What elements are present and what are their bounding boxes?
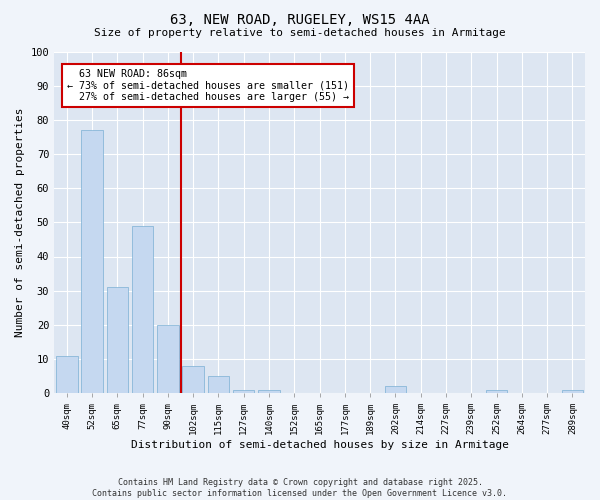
Text: Contains HM Land Registry data © Crown copyright and database right 2025.
Contai: Contains HM Land Registry data © Crown c… — [92, 478, 508, 498]
Bar — [157, 325, 179, 393]
Text: 63 NEW ROAD: 86sqm
← 73% of semi-detached houses are smaller (151)
  27% of semi: 63 NEW ROAD: 86sqm ← 73% of semi-detache… — [67, 68, 349, 102]
Bar — [82, 130, 103, 393]
Bar — [486, 390, 507, 393]
Text: Size of property relative to semi-detached houses in Armitage: Size of property relative to semi-detach… — [94, 28, 506, 38]
Bar — [107, 287, 128, 393]
Bar — [56, 356, 77, 393]
Text: 63, NEW ROAD, RUGELEY, WS15 4AA: 63, NEW ROAD, RUGELEY, WS15 4AA — [170, 12, 430, 26]
Bar — [132, 226, 154, 393]
Y-axis label: Number of semi-detached properties: Number of semi-detached properties — [15, 108, 25, 337]
Bar — [182, 366, 204, 393]
Bar — [233, 390, 254, 393]
X-axis label: Distribution of semi-detached houses by size in Armitage: Distribution of semi-detached houses by … — [131, 440, 509, 450]
Bar — [208, 376, 229, 393]
Bar — [385, 386, 406, 393]
Bar — [258, 390, 280, 393]
Bar — [562, 390, 583, 393]
